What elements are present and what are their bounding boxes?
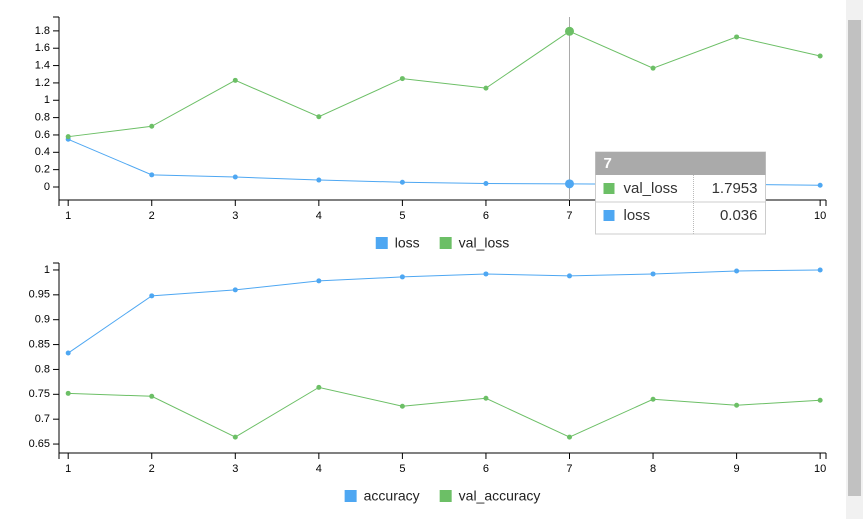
y-tick-label: 0.8 (35, 112, 50, 124)
scrollbar[interactable] (846, 0, 863, 519)
tooltip-series-name: val_loss (623, 180, 677, 197)
legend-label: accuracy (364, 488, 420, 504)
data-point (650, 271, 656, 277)
x-tick-label: 7 (566, 210, 572, 222)
x-tick-label: 4 (316, 210, 322, 222)
x-tick-label: 2 (149, 210, 155, 222)
data-point (232, 287, 238, 293)
y-tick-label: 1.8 (35, 25, 50, 37)
data-point (650, 65, 656, 71)
x-tick-label: 5 (399, 463, 405, 475)
data-point (316, 114, 322, 120)
x-tick-label: 3 (232, 210, 238, 222)
data-point (734, 402, 740, 408)
tooltip-title: 7 (603, 155, 611, 172)
data-point (232, 434, 238, 440)
data-point (564, 26, 574, 36)
legend-swatch (439, 237, 452, 249)
y-tick-label: 1.6 (35, 42, 50, 54)
x-tick-label: 6 (483, 210, 489, 222)
x-tick-label: 5 (399, 210, 405, 222)
tooltip-swatch (603, 183, 615, 194)
y-tick-label: 0 (44, 181, 50, 193)
data-point (399, 179, 405, 185)
tooltip-value: 0.036 (720, 207, 758, 224)
data-point (566, 434, 572, 440)
tooltip-swatch (603, 210, 615, 221)
y-tick-label: 1.4 (35, 59, 50, 71)
series-line (67, 269, 821, 354)
y-tick-label: 0.4 (35, 146, 50, 158)
x-tick-label: 6 (483, 463, 489, 475)
x-tick-label: 10 (814, 210, 826, 222)
x-tick-label: 4 (316, 463, 322, 475)
data-point (399, 403, 405, 409)
data-point (483, 395, 489, 401)
y-tick-label: 1.2 (35, 77, 50, 89)
data-point (316, 384, 322, 390)
data-point (483, 181, 489, 187)
data-point (65, 350, 71, 356)
series-line (68, 30, 821, 138)
legend-swatch (375, 237, 388, 249)
data-point (149, 123, 155, 129)
data-point (734, 268, 740, 274)
y-tick-label: 0.2 (35, 164, 50, 176)
y-tick-label: 1 (44, 94, 50, 106)
y-tick-label: 0.7 (35, 413, 50, 425)
tooltip-value: 1.7953 (712, 180, 758, 197)
y-tick-label: 0.85 (29, 338, 50, 350)
x-tick-label: 7 (566, 463, 572, 475)
data-point (232, 77, 238, 83)
legend-label: val_loss (459, 235, 510, 251)
y-tick-label: 1 (44, 264, 50, 276)
data-point (566, 273, 572, 279)
data-point (65, 390, 71, 396)
data-point (149, 172, 155, 178)
data-point (399, 76, 405, 82)
data-point (65, 134, 71, 140)
y-tick-label: 0.9 (35, 314, 50, 326)
data-point (650, 396, 656, 402)
data-point (817, 267, 823, 273)
data-point (817, 53, 823, 59)
x-tick-label: 2 (149, 463, 155, 475)
x-tick-label: 1 (65, 463, 71, 475)
x-tick-label: 10 (814, 463, 826, 475)
tooltip: 7 val_loss 1.7953 loss 0.036 (594, 151, 766, 235)
legend-swatch (439, 490, 452, 502)
data-point (564, 179, 574, 189)
data-point (734, 34, 740, 40)
y-tick-label: 0.65 (29, 438, 50, 450)
data-point (149, 293, 155, 299)
tooltip-header (595, 152, 766, 175)
legend-label: val_accuracy (459, 488, 541, 504)
data-point (483, 85, 489, 91)
charts: 0 0.2 0.4 0.6 0.8 1 1.2 1.4 1.6 1.8 1 2 3 4 5 6 7 8 9 10 los… (29, 16, 827, 504)
data-point (232, 174, 238, 180)
x-tick-label: 9 (734, 463, 740, 475)
data-point (483, 271, 489, 277)
y-tick-label: 0.95 (29, 289, 50, 301)
legend-swatch (344, 490, 357, 502)
legend: accuracy val_accuracy (344, 488, 541, 504)
data-point (399, 274, 405, 280)
y-tick-label: 0.8 (35, 363, 50, 375)
data-point (149, 393, 155, 399)
legend-label: loss (395, 235, 420, 251)
x-tick-label: 3 (232, 463, 238, 475)
scrollbar-thumb[interactable] (848, 20, 861, 496)
tooltip-series-name: loss (623, 207, 650, 224)
data-point (817, 182, 823, 188)
x-tick-label: 8 (650, 463, 656, 475)
y-tick-label: 0.75 (29, 388, 50, 400)
legend: loss val_loss (375, 235, 510, 251)
data-point (817, 397, 823, 403)
x-tick-label: 1 (65, 210, 71, 222)
data-point (316, 177, 322, 183)
series-line (68, 386, 821, 438)
data-point (316, 278, 322, 284)
y-tick-label: 0.6 (35, 129, 50, 141)
